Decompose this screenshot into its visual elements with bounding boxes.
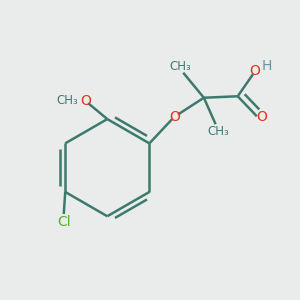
Text: O: O	[80, 94, 91, 108]
Text: CH₃: CH₃	[169, 60, 191, 73]
Text: H: H	[262, 59, 272, 73]
Text: O: O	[169, 110, 180, 124]
Text: O: O	[249, 64, 260, 78]
Text: Cl: Cl	[57, 215, 70, 229]
Text: O: O	[257, 110, 268, 124]
Text: CH₃: CH₃	[56, 94, 78, 107]
Text: CH₃: CH₃	[208, 125, 230, 138]
